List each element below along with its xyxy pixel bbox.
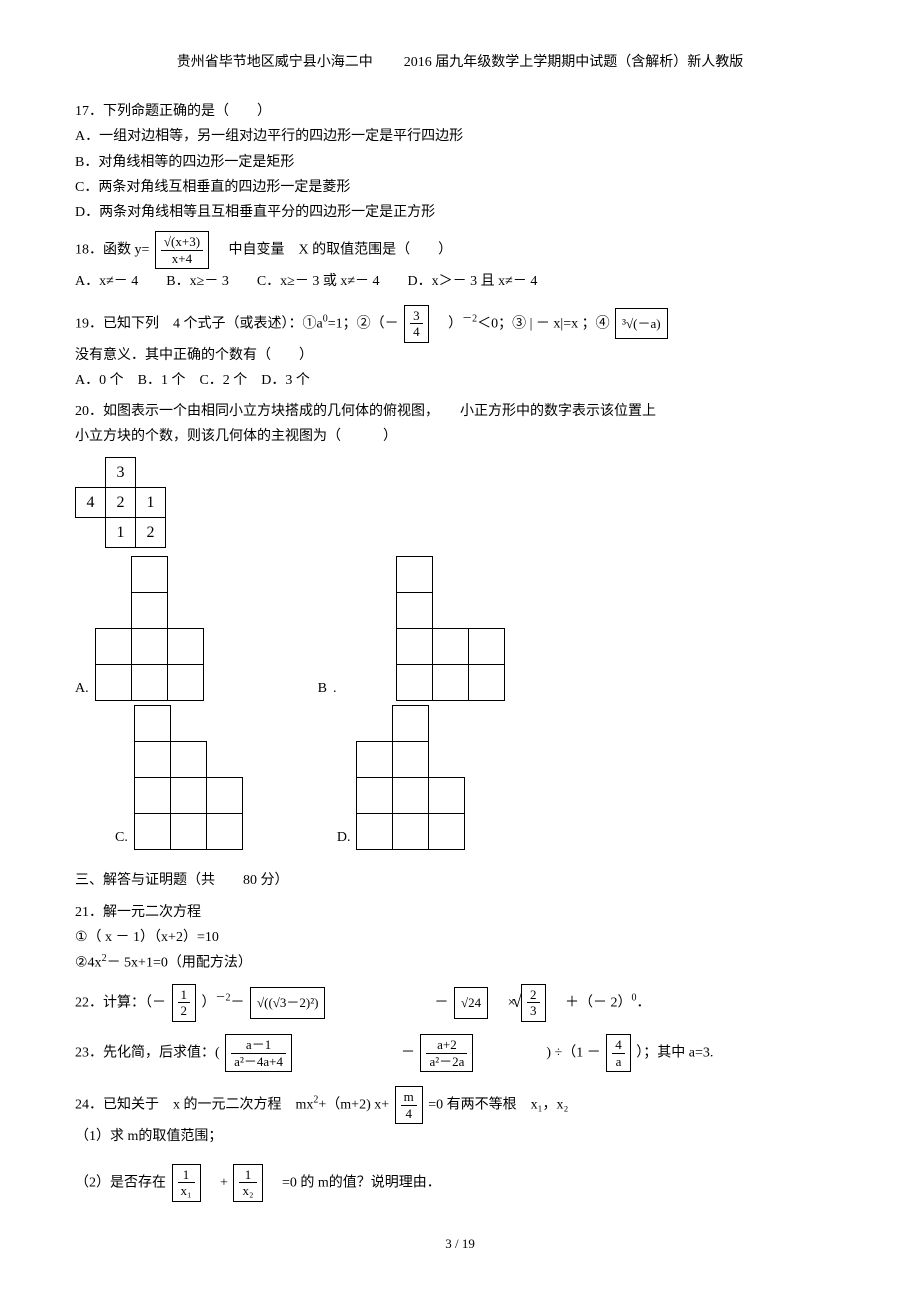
q21-item-2-rest: － 5x+1=0（用配方法） — [107, 956, 252, 971]
q23-frac-2: a+2 a²－2a — [420, 1034, 473, 1072]
grid-cell: 1 — [106, 518, 136, 548]
grid-cell: 3 — [106, 458, 136, 488]
q21-item-2: ②4x — [75, 956, 102, 971]
q24-frac-x1: 1 x₁ — [172, 1164, 201, 1202]
q17-option-d: D．两条对角线相等且互相垂直平分的四边形一定是正方形 — [75, 200, 845, 225]
q19-fraction: 3 4 — [404, 305, 429, 343]
q20-shape-c — [134, 705, 243, 850]
q23-text-1: 23．先化简，后求值：( — [75, 1045, 223, 1060]
q23-text-4: ）；其中 a=3. — [636, 1045, 713, 1060]
q20-label-d: D. — [337, 825, 351, 850]
header-left: 贵州省毕节地区威宁县小海二中 — [177, 55, 373, 70]
q17-option-b: B．对角线相等的四边形一定是矩形 — [75, 150, 845, 175]
page-header: 贵州省毕节地区威宁县小海二中 2016 届九年级数学上学期期中试题（含解析）新人… — [75, 50, 845, 75]
q24-item-2b: + — [206, 1175, 231, 1190]
q24-text-1: 24．已知关于 x 的一元二次方程 mx — [75, 1098, 313, 1113]
q22-text-2: ） — [202, 995, 216, 1010]
q22-text-1: 22．计算：（－ — [75, 995, 170, 1010]
q18-text-1: 18．函数 y= — [75, 242, 153, 257]
q17-option-c: C．两条对角线互相垂直的四边形一定是菱形 — [75, 175, 845, 200]
q18-options: A．x≠－ 4 B．x≥－ 3 C．x≥－ 3 或 x≠－ 4 D．x＞－ 3 … — [75, 269, 845, 294]
q22-text-3: － — [231, 995, 249, 1010]
grid-cell: 1 — [136, 488, 166, 518]
q19-text-1: 19．已知下列 4 个式子（或表述）：①a — [75, 316, 323, 331]
q19-sup-2: －2 — [462, 313, 477, 324]
q22-frac-sqrt: √ 2 3 — [521, 984, 546, 1022]
q22-text-6: ＋（－ 2） — [551, 995, 632, 1010]
q24-item-1: （1）求 m的取值范围； — [75, 1124, 845, 1149]
question-22: 22．计算：（－ 1 2 ）－2－ √((√3－2)²) － √24 × √ 2… — [75, 984, 845, 1022]
q21-item-1: ①（ x － 1）（x+2）=10 — [75, 925, 845, 950]
q22-sqrt-1: √((√3－2)²) — [250, 987, 325, 1018]
q18-text-2: 中自变量 X 的取值范围是（ ） — [215, 242, 453, 257]
question-21: 21．解一元二次方程 ①（ x － 1）（x+2）=10 ②4x2－ 5x+1=… — [75, 900, 845, 976]
q22-sup-1: －2 — [216, 993, 231, 1004]
q20-label-b: B — [318, 676, 327, 701]
q20-line-2: 小立方块的个数，则该几何体的主视图为（ ） — [75, 424, 845, 449]
q19-text-4: ＜0；③ | － x|=x ；④ — [477, 316, 610, 331]
q22-sqrt-2: √24 — [454, 987, 488, 1018]
question-19: 19．已知下列 4 个式子（或表述）：①a0=1；②（－ 3 4 ）－2＜0；③… — [75, 305, 845, 394]
q24-frac: m 4 — [395, 1086, 423, 1124]
question-20: 20．如图表示一个由相同小立方块搭成的几何体的俯视图， 小正方形中的数字表示该位… — [75, 399, 845, 850]
page-footer: 3 / 19 — [75, 1232, 845, 1255]
q23-text-2: － — [401, 1045, 419, 1060]
q19-cbrt: ³√(－a) — [615, 308, 667, 339]
q20-label-c: C. — [115, 825, 128, 850]
page-number: 3 — [445, 1236, 452, 1251]
q20-shape-a — [95, 556, 204, 701]
q19-text-3: ） — [434, 316, 462, 331]
q19-options: A．0 个 B．1 个 C．2 个 D．3 个 — [75, 368, 845, 393]
question-23: 23．先化简，后求值：( a－1 a²－4a+4 － a+2 a²－2a ) ÷… — [75, 1034, 845, 1072]
q17-option-a: A．一组对边相等，另一组对边平行的四边形一定是平行四边形 — [75, 124, 845, 149]
q24-text-3: =0 有两不等根 x₁，x₂ — [428, 1098, 568, 1113]
q20-options-row-2: C. D. — [75, 705, 845, 850]
q22-text-4: － — [434, 995, 448, 1010]
q20-line-1: 20．如图表示一个由相同小立方块搭成的几何体的俯视图， 小正方形中的数字表示该位… — [75, 399, 845, 424]
q21-stem: 21．解一元二次方程 — [75, 900, 845, 925]
q24-frac-x2: 1 x₂ — [233, 1164, 262, 1202]
q22-text-7: ． — [637, 995, 651, 1010]
page-sep: / — [455, 1236, 459, 1251]
section-3-title: 三、解答与证明题（共 80 分） — [75, 868, 845, 893]
q18-frac-num: √(x+3) — [161, 234, 203, 251]
page-total: 19 — [462, 1236, 475, 1251]
q18-fraction: √(x+3) x+4 — [155, 231, 209, 269]
q24-item-2c: =0 的 m的值？说明理由． — [268, 1175, 441, 1190]
q19-text-2: =1；②（－ — [328, 316, 402, 331]
grid-cell: 2 — [136, 518, 166, 548]
question-24: 24．已知关于 x 的一元二次方程 mx2+（m+2) x+ m 4 =0 有两… — [75, 1086, 845, 1202]
grid-cell: 2 — [106, 488, 136, 518]
header-right: 2016 届九年级数学上学期期中试题（含解析）新人教版 — [404, 55, 744, 70]
q20-top-grid: 3 4 2 1 1 2 — [75, 457, 845, 548]
q20-label-a: A. — [75, 676, 89, 701]
q23-frac-3: 4 a — [606, 1034, 631, 1072]
q23-text-3: ) ÷（1 － — [532, 1045, 604, 1060]
q17-stem: 17．下列命题正确的是（ ） — [75, 99, 845, 124]
q18-frac-den: x+4 — [161, 251, 203, 267]
q20-shape-b — [396, 556, 505, 701]
question-18: 18．函数 y= √(x+3) x+4 中自变量 X 的取值范围是（ ） A．x… — [75, 231, 845, 294]
grid-cell: 4 — [76, 488, 106, 518]
q20-shape-d — [356, 705, 465, 850]
q24-text-2: +（m+2) x+ — [318, 1098, 392, 1113]
q20-options-row-1: A. B . — [75, 556, 845, 701]
question-17: 17．下列命题正确的是（ ） A．一组对边相等，另一组对边平行的四边形一定是平行… — [75, 99, 845, 225]
q19-frac-num: 3 — [410, 308, 423, 325]
q19-text-5: 没有意义．其中正确的个数有（ ） — [75, 343, 845, 368]
q24-item-2a: （2）是否存在 — [75, 1175, 170, 1190]
q23-frac-1: a－1 a²－4a+4 — [225, 1034, 292, 1072]
q22-frac-1: 1 2 — [172, 984, 197, 1022]
q19-frac-den: 4 — [410, 324, 423, 340]
